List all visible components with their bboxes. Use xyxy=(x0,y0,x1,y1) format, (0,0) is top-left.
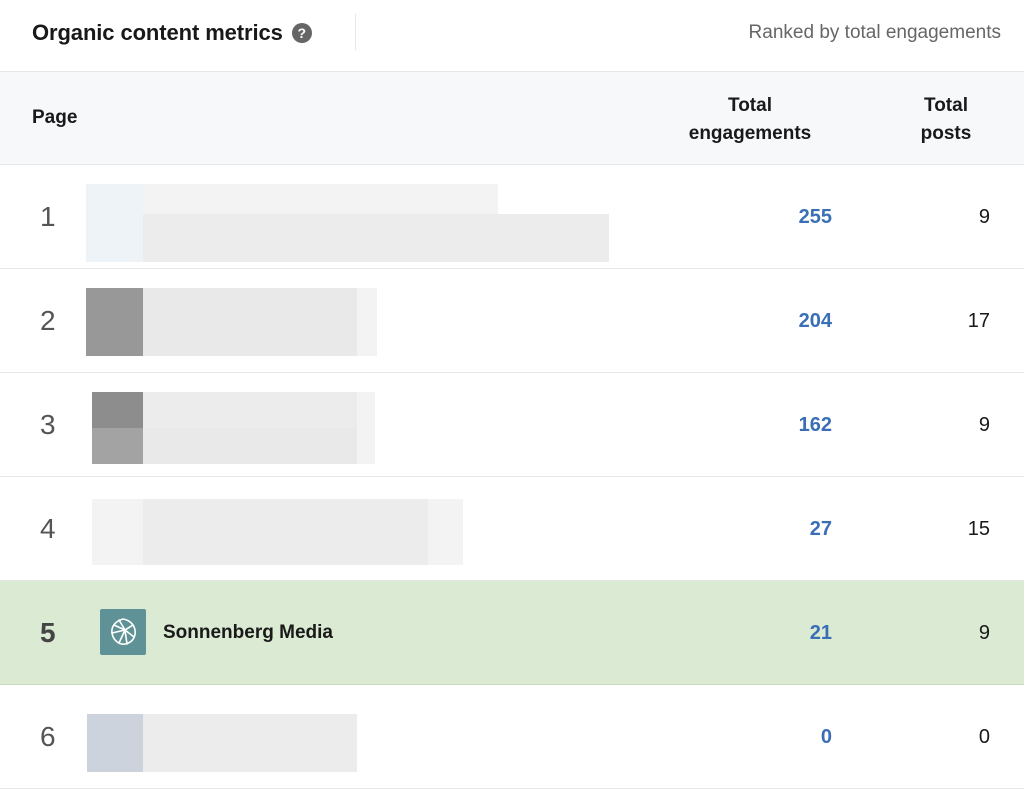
column-header-total-engagements: Total engagements xyxy=(688,95,812,144)
row-total-posts: 9 xyxy=(978,621,990,644)
row-total-posts: 9 xyxy=(978,205,990,228)
header-divider xyxy=(355,14,356,50)
title-group: Organic content metrics ? xyxy=(32,18,312,48)
row-total-posts: 0 xyxy=(978,725,990,748)
page-name-link[interactable]: Sonnenberg Media xyxy=(163,622,333,643)
table-row[interactable]: 1 255 9 xyxy=(0,165,1024,269)
row-total-posts: 15 xyxy=(967,517,990,540)
table-row[interactable]: 3 162 9 xyxy=(0,373,1024,477)
row-total-engagements[interactable]: 0 xyxy=(820,725,832,748)
table-row[interactable]: 6 0 0 xyxy=(0,685,1024,789)
sonnenberg-logo-icon[interactable] xyxy=(100,609,146,655)
table-row[interactable]: 2 204 17 xyxy=(0,269,1024,373)
row-rank: 2 xyxy=(40,305,56,336)
row-rank: 1 xyxy=(40,201,56,232)
row-total-posts: 9 xyxy=(978,413,990,436)
row-total-posts: 17 xyxy=(967,309,990,332)
panel-header: Organic content metrics ? Ranked by tota… xyxy=(0,0,1024,72)
row-total-engagements[interactable]: 21 xyxy=(809,621,832,644)
table-header: Page Total engagements Total posts xyxy=(0,72,1024,165)
row-total-engagements[interactable]: 27 xyxy=(809,517,832,540)
column-header-total-posts: Total posts xyxy=(920,95,972,144)
ranking-label: Ranked by total engagements xyxy=(748,22,1001,43)
row-rank: 5 xyxy=(40,617,56,648)
column-header-page: Page xyxy=(32,107,78,128)
row-rank: 3 xyxy=(40,409,56,440)
table-row[interactable]: 4 27 15 xyxy=(0,477,1024,581)
row-rank: 4 xyxy=(40,513,56,544)
row-total-engagements[interactable]: 255 xyxy=(798,205,832,228)
row-total-engagements[interactable]: 162 xyxy=(798,413,832,436)
row-rank: 6 xyxy=(40,721,56,752)
panel-title: Organic content metrics xyxy=(32,20,283,45)
row-total-engagements[interactable]: 204 xyxy=(798,309,832,332)
table-row-highlighted[interactable]: 5 Sonnenberg Media 21 9 xyxy=(0,581,1024,685)
help-circle-icon[interactable]: ? xyxy=(291,23,312,43)
